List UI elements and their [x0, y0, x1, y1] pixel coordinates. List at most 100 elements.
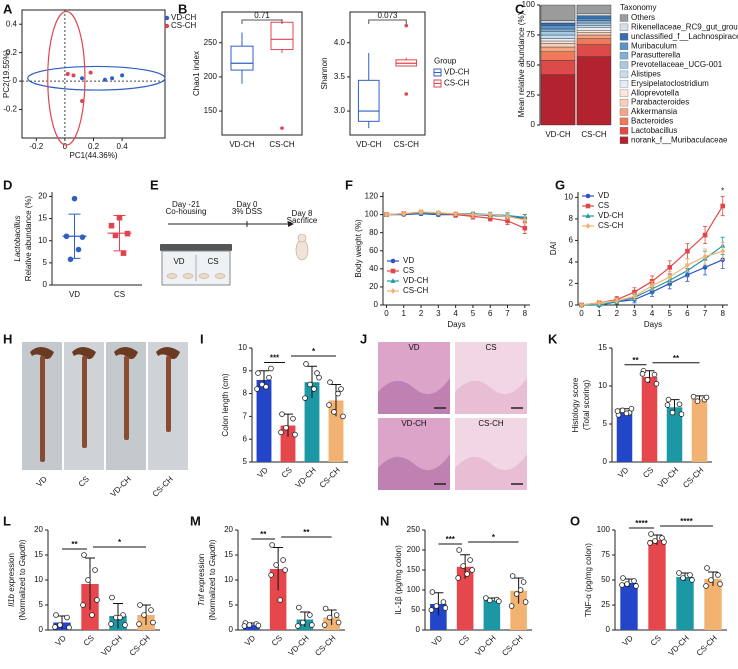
- legend-label: CS: [403, 266, 414, 275]
- y-tick-label: 0: [13, 76, 18, 85]
- point: [644, 377, 651, 383]
- y-tick-label: 10: [34, 575, 43, 584]
- point: [311, 386, 317, 392]
- point: [496, 598, 502, 604]
- point: [632, 293, 637, 300]
- significance-label: **: [71, 540, 78, 549]
- bar-segment: [540, 31, 576, 36]
- cage-label: CS: [207, 257, 218, 266]
- point: [665, 396, 672, 403]
- point: [314, 370, 320, 376]
- point: [283, 424, 289, 431]
- x-tick-label: CS: [114, 290, 125, 299]
- legend-label: VD-CH: [444, 68, 470, 77]
- flow-band: [575, 18, 577, 29]
- y-axis-label: Histology score: [571, 377, 580, 432]
- bar-segment: [576, 4, 612, 14]
- y-tick-label: 15: [224, 550, 233, 559]
- point: [335, 390, 341, 397]
- y-tick-label: 3.5: [334, 72, 346, 81]
- point: [116, 214, 123, 221]
- step-label: Co-housing: [166, 207, 207, 216]
- x-tick-label: VD: [621, 633, 635, 647]
- y-tick-label: 15: [598, 343, 607, 352]
- y-tick-label: 80: [369, 228, 378, 237]
- tissue-texture: [378, 378, 450, 414]
- bar-segment: [540, 43, 576, 48]
- x-tick-label: 0: [384, 309, 389, 318]
- point: [517, 587, 524, 593]
- bar: [456, 566, 474, 630]
- mouse-icon: [182, 273, 194, 279]
- point: [453, 210, 458, 217]
- x-tick-label: VD: [256, 465, 270, 479]
- point: [108, 621, 114, 627]
- flow-band: [575, 15, 577, 26]
- legend-marker: [390, 278, 396, 283]
- point: [628, 405, 635, 412]
- x-axis-label: Days: [644, 320, 662, 329]
- y-tick-label: 5: [603, 419, 608, 428]
- point: [296, 604, 302, 611]
- y-tick-label: 0: [374, 300, 379, 309]
- box: [270, 21, 294, 51]
- point: [295, 623, 301, 629]
- y-tick-label: 150: [407, 565, 421, 574]
- bar: [256, 379, 272, 462]
- x-tick-label: 5: [668, 309, 673, 318]
- panel-letter: A: [3, 1, 13, 16]
- y-tick-label: 200: [204, 72, 218, 81]
- y-label-part: Tnf: [197, 594, 206, 606]
- point: [124, 230, 131, 237]
- x-tick-label: 0: [579, 309, 584, 318]
- flow-band: [575, 27, 577, 41]
- y-tick-label: 10: [598, 381, 607, 390]
- point: [651, 371, 658, 378]
- point: [429, 589, 436, 595]
- point: [720, 203, 726, 209]
- bar-segment: [540, 38, 576, 42]
- legend-marker: [585, 213, 591, 218]
- colon: [40, 356, 45, 462]
- point: [280, 557, 286, 563]
- point: [667, 274, 673, 281]
- point: [456, 547, 462, 553]
- legend-marker: [619, 108, 629, 116]
- legend-marker: [619, 136, 629, 144]
- point: [57, 622, 63, 628]
- y-tick-label: 250: [407, 525, 421, 534]
- bar-segment: [540, 25, 576, 30]
- y-label-part: (Total scoring): [582, 380, 591, 431]
- error-bar: [307, 365, 317, 399]
- bar: [483, 600, 501, 630]
- legend-label: Erysipelatoclostridium: [631, 79, 709, 88]
- mouse-head: [297, 233, 307, 243]
- point: [241, 623, 248, 629]
- y-tick-label: -0.2: [3, 105, 17, 114]
- x-tick-label: CS: [641, 466, 655, 480]
- point: [508, 603, 515, 609]
- point: [620, 575, 626, 581]
- comparison-bracket: [241, 19, 283, 24]
- y-axis-label: Il1b expression: [7, 553, 16, 607]
- box: [230, 45, 254, 71]
- point: [300, 619, 306, 626]
- panel-letter: H: [3, 331, 12, 346]
- y-tick-label: 7: [243, 412, 248, 421]
- significance-label: *: [312, 347, 316, 356]
- bar-segment: [576, 22, 612, 26]
- x-tick-label: -0.2: [29, 142, 43, 151]
- significance-label: **: [303, 528, 310, 537]
- p-value: 0.71: [254, 11, 270, 20]
- flow-band: [575, 25, 577, 39]
- point: [85, 577, 91, 583]
- legend-label: CS-CH: [171, 21, 197, 30]
- y-axis-label: Chao1 index: [192, 51, 201, 96]
- x-tick-label: 2: [419, 309, 424, 318]
- y-tick-label: 100: [522, 0, 536, 9]
- point: [52, 624, 58, 630]
- histology-label: VD-CH: [401, 419, 427, 428]
- legend-marker: [390, 268, 396, 274]
- x-tick-label: VD-CH: [473, 633, 497, 657]
- x-tick-label: 0: [63, 142, 68, 151]
